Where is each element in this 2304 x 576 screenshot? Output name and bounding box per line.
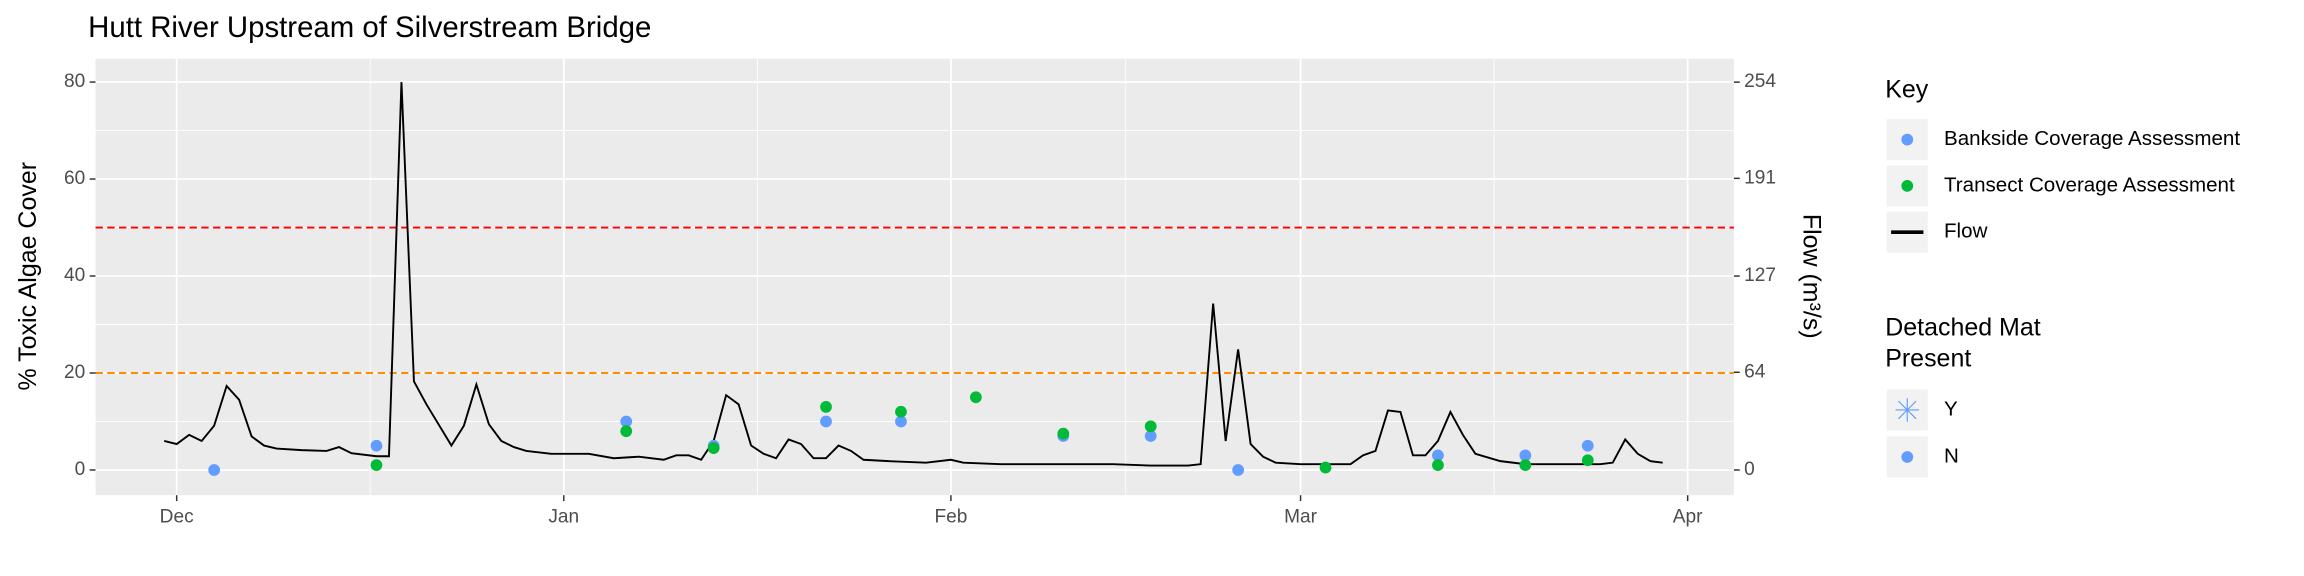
flow-line bbox=[163, 82, 1663, 467]
legend-swatch bbox=[1901, 451, 1914, 463]
legend-swatch bbox=[1901, 180, 1914, 192]
data-point bbox=[1432, 459, 1444, 471]
data-point bbox=[620, 425, 633, 438]
y-tick-label: 0 bbox=[75, 459, 86, 480]
legend-swatch bbox=[1901, 133, 1914, 146]
chart-title: Hutt River Upstream of Silverstream Brid… bbox=[88, 11, 651, 44]
x-tick-label: Jan bbox=[548, 506, 579, 527]
legend-label: Transect Coverage Assessment bbox=[1944, 173, 2235, 196]
data-point bbox=[1057, 427, 1070, 440]
legend-label: N bbox=[1944, 444, 1959, 467]
legend-label: Y bbox=[1944, 397, 1958, 420]
data-point bbox=[1319, 461, 1332, 474]
data-point bbox=[1581, 454, 1594, 467]
data-point bbox=[1232, 464, 1244, 476]
data-point bbox=[895, 415, 907, 428]
marker-legend-title: Detached Mat bbox=[1885, 314, 2041, 342]
data-point bbox=[620, 415, 633, 428]
x-tick-label: Feb bbox=[934, 506, 967, 527]
y2-tick-label: 254 bbox=[1744, 71, 1776, 92]
y-tick-label: 60 bbox=[64, 168, 85, 189]
y-tick-label: 80 bbox=[64, 71, 85, 92]
x-tick-label: Dec bbox=[160, 506, 194, 527]
legend-label: Flow bbox=[1944, 220, 1988, 243]
data-point bbox=[370, 439, 383, 452]
y2-tick-label: 191 bbox=[1744, 167, 1776, 188]
data-point bbox=[1144, 420, 1157, 433]
y2-tick-label: 64 bbox=[1744, 361, 1766, 382]
x-tick-label: Apr bbox=[1673, 506, 1703, 527]
y2-tick-label: 0 bbox=[1744, 459, 1755, 480]
y-axis-label: % Toxic Algae Cover bbox=[14, 162, 42, 391]
data-point bbox=[970, 391, 982, 404]
data-point bbox=[820, 415, 832, 428]
y-tick-label: 40 bbox=[64, 265, 85, 286]
legend-title: Key bbox=[1885, 76, 1929, 104]
y-tick-label: 20 bbox=[64, 362, 85, 383]
data-point bbox=[370, 459, 383, 471]
y2-axis-label: Flow (m³/s) bbox=[1798, 214, 1826, 339]
data-point bbox=[707, 442, 720, 455]
x-tick-label: Mar bbox=[1284, 506, 1318, 527]
legend-label: Bankside Coverage Assessment bbox=[1944, 127, 2240, 150]
data-point bbox=[820, 401, 832, 413]
y2-tick-label: 127 bbox=[1744, 265, 1776, 286]
legend-swatch bbox=[1898, 400, 1917, 420]
plot-background bbox=[95, 58, 1734, 496]
data-point bbox=[208, 464, 221, 476]
marker-legend-title: Present bbox=[1885, 345, 1971, 373]
data-point bbox=[895, 405, 907, 418]
data-point bbox=[1519, 449, 1532, 462]
data-point bbox=[1519, 459, 1532, 471]
data-point bbox=[1144, 430, 1157, 442]
data-point bbox=[1581, 439, 1594, 452]
data-point bbox=[1432, 449, 1444, 462]
